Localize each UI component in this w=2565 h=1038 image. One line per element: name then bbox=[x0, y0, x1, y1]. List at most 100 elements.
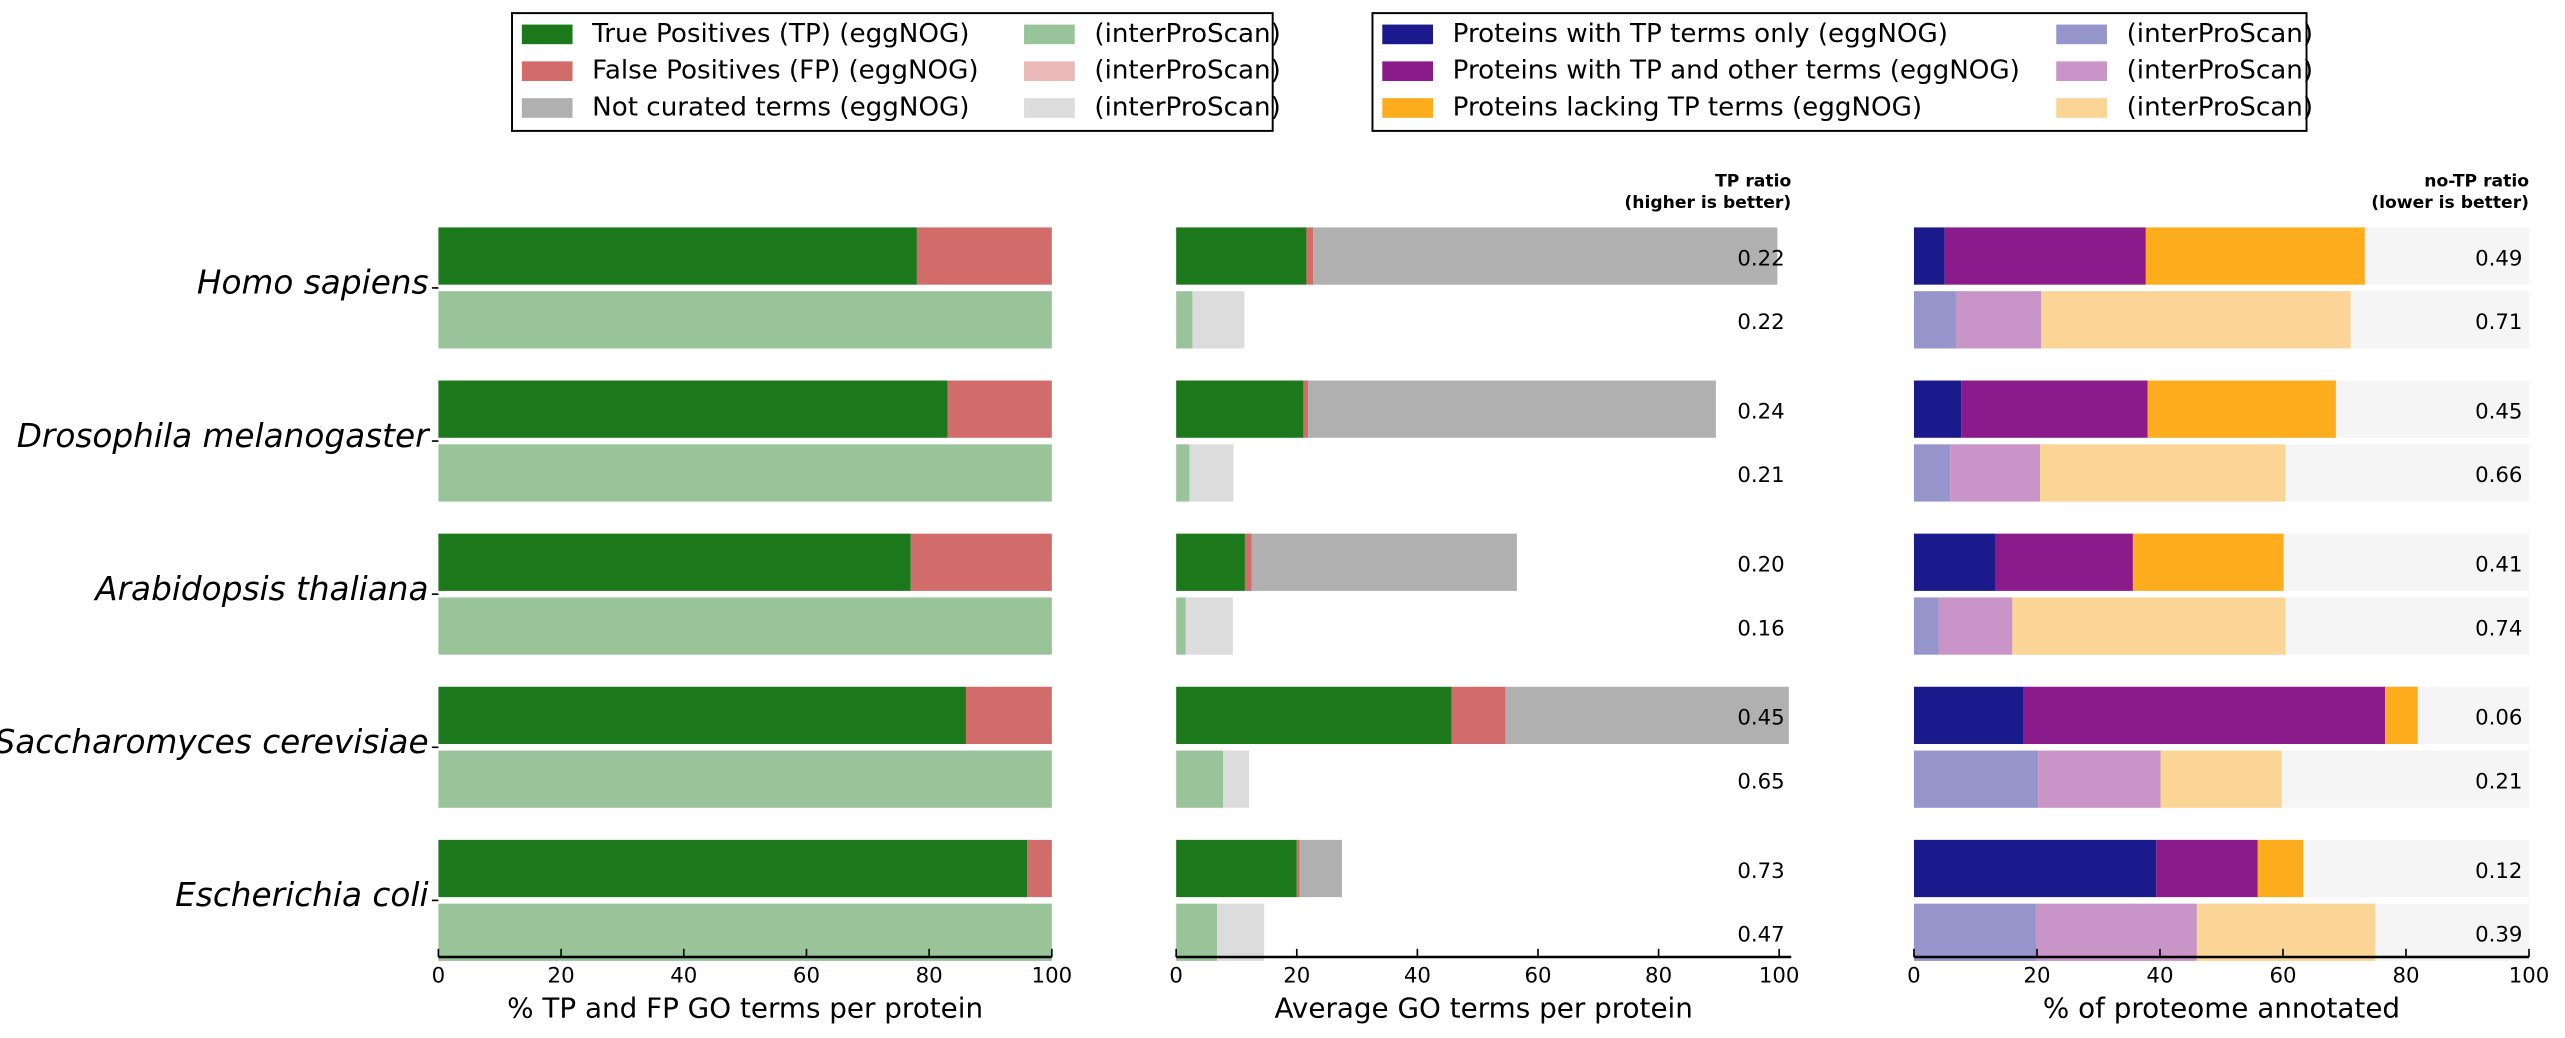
bar-segment bbox=[1192, 291, 1245, 349]
bar-segment bbox=[910, 533, 1052, 591]
ratio-label: 0.49 bbox=[2475, 246, 2522, 271]
ratio-header: (higher is better) bbox=[1624, 193, 1791, 213]
bar-segment bbox=[1217, 903, 1265, 961]
legend-swatch bbox=[2056, 61, 2107, 82]
ratio-label: 0.06 bbox=[2475, 706, 2522, 731]
bar-segment bbox=[1299, 839, 1342, 898]
bar-segment bbox=[1189, 444, 1234, 502]
bar-segment bbox=[1913, 750, 2039, 808]
ratio-label: 0.66 bbox=[2475, 463, 2522, 488]
bar-segment bbox=[1296, 839, 1300, 898]
ratio-label: 0.47 bbox=[1737, 923, 1784, 948]
legend-swatch bbox=[521, 24, 573, 45]
x-tick-label: 60 bbox=[1524, 964, 1551, 989]
bar-segment bbox=[1176, 291, 1193, 349]
x-tick-label: 0 bbox=[1169, 964, 1183, 989]
bar-segment bbox=[1961, 380, 2148, 438]
ratio-label: 0.39 bbox=[2475, 923, 2522, 948]
bar-segment bbox=[2160, 750, 2282, 808]
ratio-label: 0.22 bbox=[1737, 246, 1784, 271]
x-tick-label: 60 bbox=[793, 964, 820, 989]
bar-segment bbox=[1308, 380, 1716, 438]
bar-segment bbox=[1313, 227, 1778, 285]
legend-label: (interProScan) bbox=[2127, 92, 2313, 122]
x-tick-label: 100 bbox=[1759, 964, 1800, 989]
legend-swatch bbox=[1382, 98, 1433, 118]
legend-swatch bbox=[1382, 24, 1433, 45]
ratio-label: 0.12 bbox=[2475, 859, 2522, 884]
bar-segment bbox=[2257, 839, 2304, 898]
ratio-label: 0.45 bbox=[1737, 706, 1784, 731]
bar-segment bbox=[2156, 839, 2258, 898]
bar-segment bbox=[1176, 444, 1190, 502]
bar-segment bbox=[1176, 597, 1186, 655]
x-tick-label: 100 bbox=[1032, 964, 1073, 989]
legend-swatch bbox=[2056, 24, 2107, 45]
bar-segment bbox=[1027, 839, 1052, 898]
bar-segment bbox=[2038, 750, 2161, 808]
category-label: Homo sapiens bbox=[197, 264, 429, 302]
bar-segment bbox=[1505, 686, 1789, 745]
bar-segment bbox=[438, 380, 948, 438]
bar-segment bbox=[1176, 903, 1218, 961]
bar-segment bbox=[1306, 227, 1314, 285]
bar-segment bbox=[1913, 227, 1945, 285]
x-tick-label: 60 bbox=[2269, 964, 2296, 989]
ratio-label: 0.21 bbox=[2475, 769, 2522, 794]
bar-segment bbox=[916, 227, 1052, 285]
legend-swatch bbox=[1382, 61, 1433, 82]
ratio-label: 0.21 bbox=[1737, 463, 1784, 488]
x-tick-label: 80 bbox=[2392, 964, 2419, 989]
bar-segment bbox=[2012, 597, 2286, 655]
bar-segment bbox=[965, 686, 1052, 745]
bar-segment bbox=[1223, 750, 1250, 808]
bar-segment bbox=[1944, 227, 2146, 285]
category-label: Escherichia coli bbox=[175, 876, 428, 914]
bar-segment bbox=[1913, 291, 1957, 349]
legend-label: (interProScan) bbox=[2127, 56, 2313, 86]
x-tick-label: 20 bbox=[548, 964, 575, 989]
bar-segment bbox=[1913, 686, 2024, 745]
ratio-label: 0.41 bbox=[2475, 553, 2522, 578]
legend-label: False Positives (FP) (eggNOG) bbox=[592, 56, 978, 86]
legend-label: Not curated terms (eggNOG) bbox=[592, 92, 969, 122]
legend-label: (interProScan) bbox=[2127, 19, 2313, 49]
x-tick-label: 20 bbox=[1283, 964, 1310, 989]
bar-segment bbox=[1244, 533, 1252, 591]
legend-label: (interProScan) bbox=[1094, 92, 1280, 122]
bar-segment bbox=[2132, 533, 2284, 591]
x-axis-label: Average GO terms per protein bbox=[1275, 991, 1693, 1024]
bar-segment bbox=[1251, 533, 1517, 591]
bar-segment bbox=[438, 291, 1052, 349]
bar-segment bbox=[1913, 533, 1996, 591]
bar-segment bbox=[1913, 444, 1951, 502]
bar-segment bbox=[1913, 839, 2157, 898]
ratio-header: (lower is better) bbox=[2371, 193, 2529, 213]
bar-segment bbox=[2023, 686, 2386, 745]
bar-segment bbox=[947, 380, 1052, 438]
bar-segment bbox=[1913, 903, 2037, 961]
bar-segment bbox=[2036, 903, 2197, 961]
x-tick-label: 40 bbox=[670, 964, 697, 989]
category-label: Saccharomyces cerevisiae bbox=[0, 723, 429, 761]
bar-segment bbox=[2196, 903, 2376, 961]
bar-segment bbox=[2145, 227, 2365, 285]
bar-segment bbox=[1913, 380, 1962, 438]
ratio-header: TP ratio bbox=[1715, 172, 1791, 192]
legend-label: (interProScan) bbox=[1094, 56, 1280, 86]
bar-segment bbox=[438, 839, 1028, 898]
legend-label: Proteins with TP terms only (eggNOG) bbox=[1453, 19, 1948, 49]
ratio-label: 0.74 bbox=[2475, 616, 2522, 641]
x-tick-label: 80 bbox=[916, 964, 943, 989]
x-axis-label: % of proteome annotated bbox=[2043, 991, 2400, 1024]
bar-segment bbox=[438, 686, 966, 745]
legend-swatch bbox=[1024, 98, 1075, 118]
bar-segment bbox=[1176, 686, 1452, 745]
ratio-label: 0.45 bbox=[2475, 399, 2522, 424]
bar-segment bbox=[438, 533, 911, 591]
ratio-label: 0.22 bbox=[1737, 310, 1784, 335]
legend-box bbox=[1371, 12, 2308, 132]
ratio-label: 0.24 bbox=[1737, 399, 1784, 424]
legend-label: Proteins with TP and other terms (eggNOG… bbox=[1453, 56, 2020, 86]
x-tick-label: 80 bbox=[1645, 964, 1672, 989]
